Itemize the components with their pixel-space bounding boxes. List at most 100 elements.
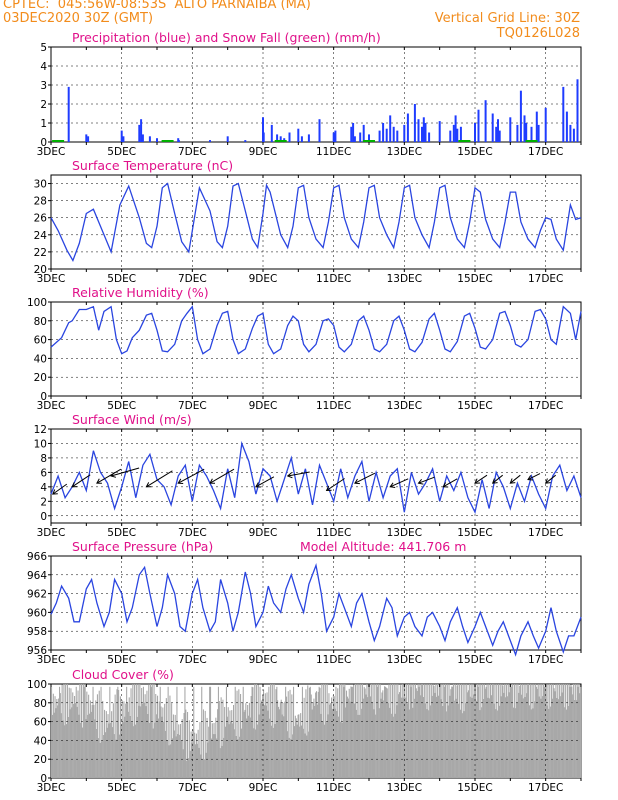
cloud-bar	[197, 729, 199, 778]
x-tick-label: 13DEC	[387, 527, 422, 539]
cloud-bar	[480, 684, 482, 778]
cloud-bar	[487, 697, 489, 778]
x-tick-label: 17DEC	[528, 273, 563, 285]
precip-bar	[509, 117, 512, 142]
cloud-bar	[80, 722, 82, 778]
cloud-bar	[163, 721, 165, 778]
precip-bar	[209, 140, 211, 142]
panel-frame-pressure	[50, 555, 582, 651]
wind-vector	[255, 476, 275, 488]
cloud-bar	[191, 742, 193, 778]
panel-frame-precip	[50, 46, 582, 143]
cloud-bar	[244, 709, 246, 778]
cloud-bar	[543, 684, 545, 778]
cloud-bar	[67, 717, 69, 778]
cloud-bar	[96, 729, 98, 778]
cloud-bar	[525, 684, 527, 778]
cloud-bar	[89, 700, 91, 778]
precip-bar	[362, 124, 365, 142]
cloud-bar	[468, 684, 470, 778]
x-tick-label: 15DEC	[457, 527, 492, 539]
cloud-bar	[184, 686, 186, 778]
precip-bar	[438, 121, 441, 142]
cloud-bar	[114, 694, 116, 778]
cloud-bar	[209, 686, 211, 778]
cloud-bar	[86, 691, 88, 778]
cloud-bar	[555, 684, 557, 778]
cloud-bar	[123, 701, 125, 778]
cloud-bar	[580, 684, 582, 778]
cloud-bar	[422, 684, 424, 778]
series-line-rh	[50, 305, 582, 355]
cloud-bar	[250, 696, 252, 778]
wind-vector	[177, 468, 205, 484]
cloud-bar	[142, 703, 144, 778]
cloud-bar	[90, 711, 92, 778]
precip-bar	[276, 134, 279, 142]
grid-line-note: Vertical Grid Line: 30Z	[434, 11, 580, 26]
cloud-bar	[134, 724, 136, 778]
cloud-bar	[195, 744, 197, 778]
cloud-bar	[109, 686, 111, 778]
panel-title-pressure: Surface Pressure (hPa)	[72, 539, 213, 554]
cloud-bar	[573, 684, 575, 778]
precip-bar	[352, 123, 355, 142]
cloud-bar	[519, 685, 521, 778]
cloud-bar	[477, 686, 479, 778]
cloud-bar	[573, 700, 575, 778]
cloud-bar	[233, 705, 235, 778]
cloud-bar	[246, 718, 248, 778]
cloud-bar	[443, 684, 445, 778]
cloud-bar	[381, 692, 383, 778]
precip-bar	[497, 119, 499, 142]
cloud-bar	[153, 684, 155, 778]
x-tick-label: 11DEC	[316, 527, 351, 539]
y-tick-label: 22	[34, 247, 47, 259]
cloud-bar	[146, 690, 148, 778]
cloud-bar	[60, 713, 62, 778]
x-tick-label: 5DEC	[107, 273, 136, 285]
precip-bar	[422, 117, 425, 142]
wind-arrowhead	[389, 482, 396, 488]
cloud-bar	[444, 686, 446, 778]
y-tick-label: 60	[34, 717, 47, 729]
cloud-bar	[179, 734, 181, 778]
cloud-bar	[275, 689, 277, 778]
cloud-bar	[218, 701, 220, 778]
wind-vector	[545, 474, 557, 484]
cloud-bar	[88, 694, 90, 778]
x-tick-label: 9DEC	[249, 400, 278, 412]
y-tick-label: 0	[40, 391, 47, 403]
cloud-bar	[272, 727, 274, 778]
precip-bar	[403, 124, 406, 142]
precip-bar	[474, 123, 476, 142]
precip-bar	[279, 136, 282, 142]
y-tick-label: 20	[34, 754, 47, 766]
cloud-bar	[578, 684, 580, 778]
cloud-bar	[401, 684, 403, 778]
cloud-bar	[469, 696, 471, 778]
cloud-bar	[466, 684, 468, 778]
cloud-bar	[243, 711, 245, 778]
cloud-bar	[323, 684, 325, 778]
x-tick-label: 17DEC	[528, 527, 563, 539]
precip-bar	[156, 138, 158, 142]
wind-vector	[354, 472, 376, 484]
cloud-bar	[400, 697, 402, 778]
cloud-bar	[356, 684, 358, 778]
cloud-bar	[490, 695, 492, 778]
cloud-bar	[194, 732, 196, 778]
precip-bar	[530, 126, 533, 142]
precip-bar	[297, 128, 300, 142]
cloud-bar	[354, 684, 356, 778]
wind-vector	[110, 467, 140, 477]
y-tick-label: 964	[27, 570, 47, 582]
series-line-pressure	[50, 563, 582, 657]
precip-bar	[525, 123, 528, 142]
cloud-bar	[202, 759, 204, 778]
cloud-bar	[488, 684, 490, 778]
cloud-bar	[87, 714, 89, 778]
precip-bar	[307, 134, 310, 142]
cloud-bar	[384, 686, 386, 778]
cloud-bar	[393, 684, 395, 778]
